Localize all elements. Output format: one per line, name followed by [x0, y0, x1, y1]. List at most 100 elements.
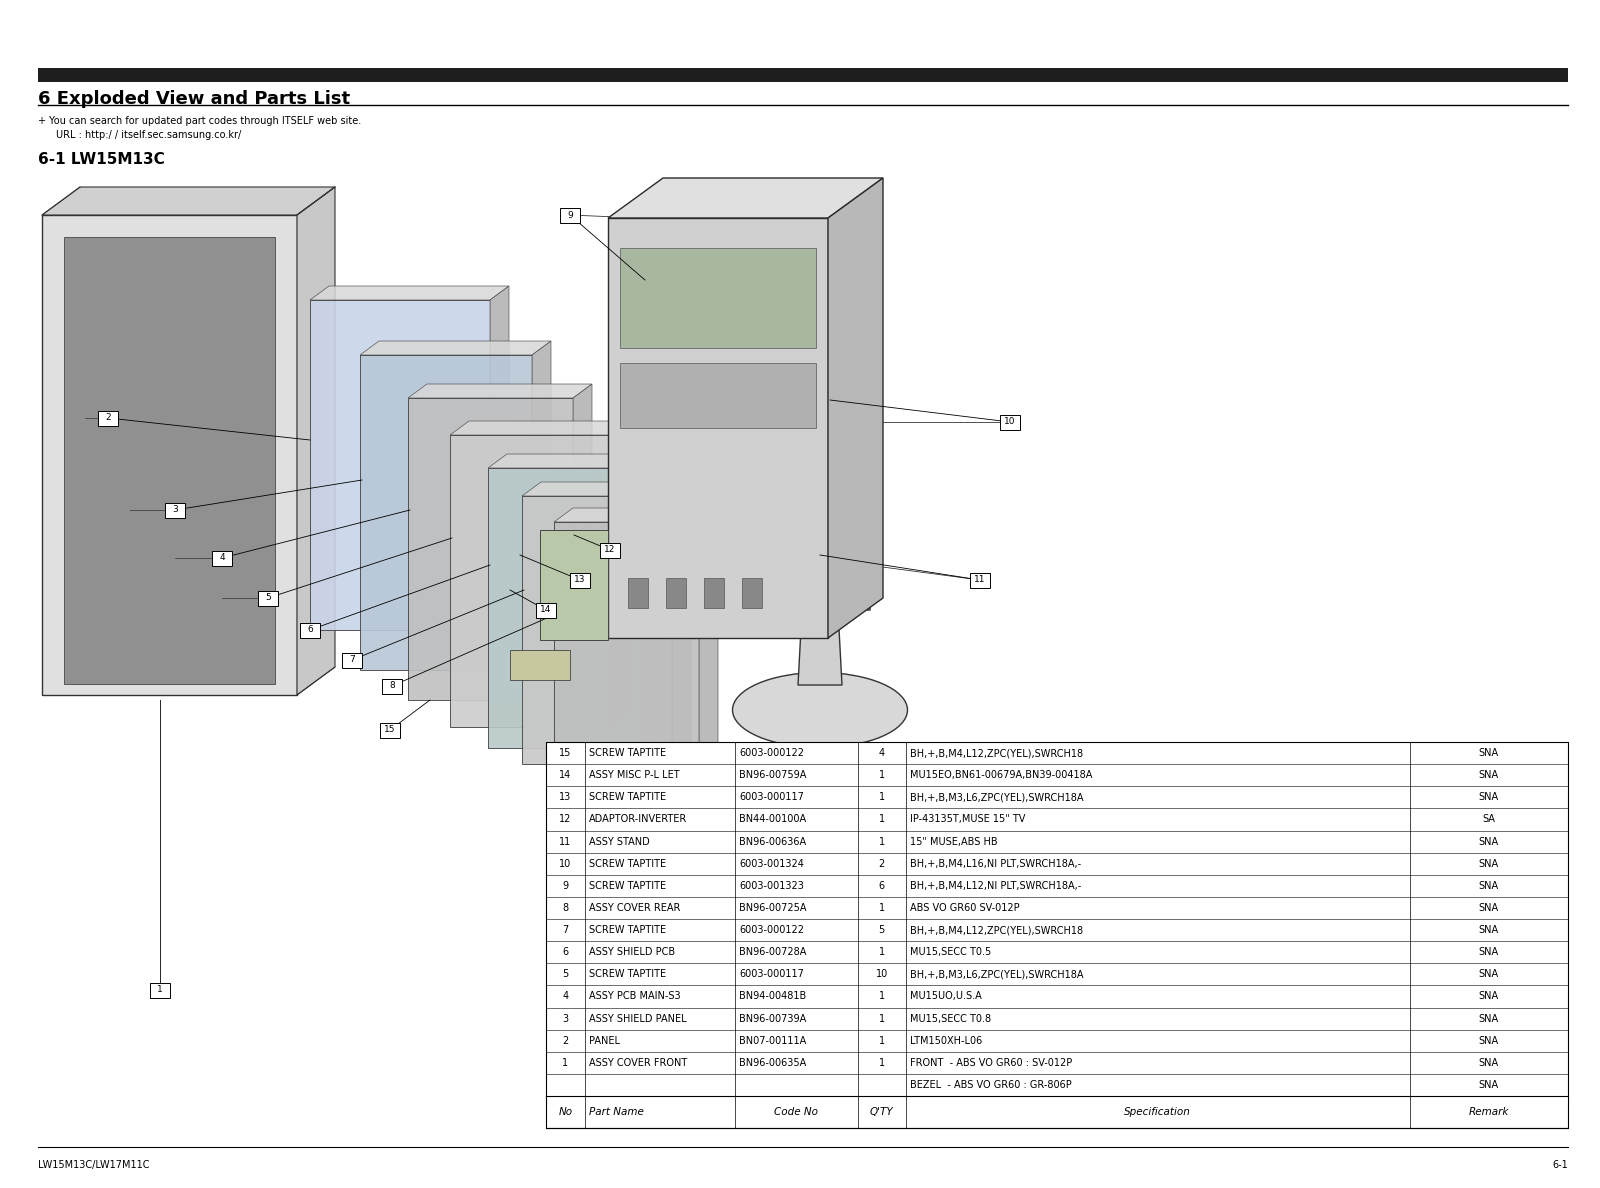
Text: SCREW TAPTITE: SCREW TAPTITE [589, 748, 666, 758]
Text: MU15EO,BN61-00679A,BN39-00418A: MU15EO,BN61-00679A,BN39-00418A [910, 770, 1093, 781]
Bar [258, 590, 278, 606]
Text: FRONT  - ABS VO GR60 : SV-012P: FRONT - ABS VO GR60 : SV-012P [910, 1057, 1072, 1068]
Text: BN44-00100A: BN44-00100A [739, 815, 806, 824]
Text: ABS VO GR60 SV-012P: ABS VO GR60 SV-012P [910, 903, 1019, 912]
Text: SCREW TAPTITE: SCREW TAPTITE [589, 969, 666, 979]
Polygon shape [488, 468, 643, 748]
Text: IP-43135T,MUSE 15" TV: IP-43135T,MUSE 15" TV [910, 815, 1026, 824]
Text: 15: 15 [560, 748, 571, 758]
Text: BH,+,B,M4,L16,NI PLT,SWRCH18A,-: BH,+,B,M4,L16,NI PLT,SWRCH18A,- [910, 859, 1082, 868]
Text: 4: 4 [562, 992, 568, 1001]
Text: BN96-00759A: BN96-00759A [739, 770, 806, 781]
Text: 8: 8 [562, 903, 568, 912]
Polygon shape [829, 178, 883, 638]
Text: 9: 9 [562, 880, 568, 891]
Text: 6: 6 [562, 947, 568, 958]
Polygon shape [765, 541, 875, 609]
Bar [381, 722, 400, 738]
Text: ASSY PCB MAIN-S3: ASSY PCB MAIN-S3 [589, 992, 680, 1001]
Text: Q'TY: Q'TY [870, 1107, 894, 1117]
Polygon shape [522, 497, 672, 764]
Polygon shape [699, 508, 718, 778]
Text: SA: SA [1482, 815, 1496, 824]
Polygon shape [541, 530, 608, 640]
Text: SNA: SNA [1478, 836, 1499, 847]
Text: BH,+,B,M4,L12,NI PLT,SWRCH18A,-: BH,+,B,M4,L12,NI PLT,SWRCH18A,- [910, 880, 1082, 891]
Polygon shape [522, 482, 691, 497]
Text: Specification: Specification [1125, 1107, 1190, 1117]
Text: SNA: SNA [1478, 947, 1499, 958]
Text: SCREW TAPTITE: SCREW TAPTITE [589, 792, 666, 802]
Polygon shape [42, 187, 334, 215]
Text: SNA: SNA [1478, 880, 1499, 891]
Polygon shape [643, 454, 662, 748]
Bar [382, 678, 402, 694]
Bar [150, 982, 170, 998]
Text: SCREW TAPTITE: SCREW TAPTITE [589, 925, 666, 935]
Text: BN96-00728A: BN96-00728A [739, 947, 806, 958]
Bar [600, 543, 621, 557]
Text: 7: 7 [562, 925, 568, 935]
Text: SNA: SNA [1478, 992, 1499, 1001]
Text: 6003-000117: 6003-000117 [739, 969, 803, 979]
Text: SNA: SNA [1478, 969, 1499, 979]
Bar [536, 602, 557, 618]
Text: MU15,SECC T0.5: MU15,SECC T0.5 [910, 947, 990, 958]
Polygon shape [531, 341, 550, 670]
Bar [560, 208, 579, 222]
Bar [38, 68, 1568, 82]
Text: 6003-001324: 6003-001324 [739, 859, 803, 868]
Text: 1: 1 [878, 903, 885, 912]
Text: 14: 14 [541, 606, 552, 614]
Bar [970, 573, 990, 588]
Text: SNA: SNA [1478, 859, 1499, 868]
Bar [211, 550, 232, 565]
Text: 12: 12 [605, 545, 616, 555]
Text: 14: 14 [560, 770, 571, 781]
Polygon shape [765, 520, 875, 541]
Text: 10: 10 [1005, 417, 1016, 426]
Text: 6: 6 [878, 880, 885, 891]
Polygon shape [672, 482, 691, 764]
Text: Part Name: Part Name [589, 1107, 643, 1117]
Text: 10: 10 [875, 969, 888, 979]
Text: Code No: Code No [774, 1107, 818, 1117]
Text: ASSY COVER FRONT: ASSY COVER FRONT [589, 1057, 686, 1068]
Text: PANEL: PANEL [589, 1036, 619, 1045]
Ellipse shape [733, 672, 907, 747]
Polygon shape [408, 398, 573, 700]
Polygon shape [488, 454, 662, 468]
Polygon shape [510, 650, 570, 680]
Text: + You can search for updated part codes through ITSELF web site.: + You can search for updated part codes … [38, 116, 362, 126]
Bar [342, 652, 362, 668]
Text: 6 Exploded View and Parts List: 6 Exploded View and Parts List [38, 90, 350, 108]
Text: 13: 13 [560, 792, 571, 802]
Text: 1: 1 [878, 836, 885, 847]
Text: 11: 11 [560, 836, 571, 847]
Text: 6003-001323: 6003-001323 [739, 880, 803, 891]
Text: 6-1 LW15M13C: 6-1 LW15M13C [38, 152, 165, 168]
Text: 6003-000117: 6003-000117 [739, 792, 803, 802]
Polygon shape [310, 286, 509, 301]
Text: 5: 5 [266, 594, 270, 602]
Text: SNA: SNA [1478, 770, 1499, 781]
Text: Remark: Remark [1469, 1107, 1509, 1117]
Text: 1: 1 [878, 815, 885, 824]
Polygon shape [450, 435, 610, 727]
Bar [1000, 415, 1021, 430]
Text: SCREW TAPTITE: SCREW TAPTITE [589, 880, 666, 891]
Text: 2: 2 [106, 413, 110, 423]
Polygon shape [666, 579, 686, 608]
Text: BN96-00725A: BN96-00725A [739, 903, 806, 912]
Polygon shape [621, 248, 816, 348]
Text: 8: 8 [389, 682, 395, 690]
Text: LW15M13C/LW17M11C: LW15M13C/LW17M11C [38, 1159, 149, 1170]
Text: 1: 1 [878, 947, 885, 958]
Text: MU15UO,U.S.A: MU15UO,U.S.A [910, 992, 981, 1001]
Text: BN96-00635A: BN96-00635A [739, 1057, 806, 1068]
Text: ASSY COVER REAR: ASSY COVER REAR [589, 903, 680, 912]
Text: LTM150XH-L06: LTM150XH-L06 [910, 1036, 982, 1045]
Polygon shape [360, 341, 550, 355]
Text: 4: 4 [219, 554, 226, 562]
Polygon shape [704, 579, 723, 608]
